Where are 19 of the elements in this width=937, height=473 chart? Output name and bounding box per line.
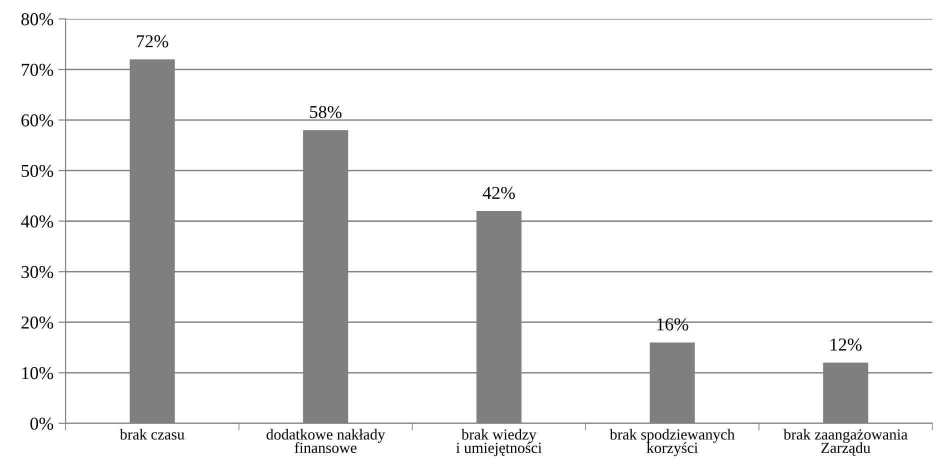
y-tick-label: 0% [30,418,54,430]
data-label: 12% [830,338,862,351]
y-tick-label: 40% [21,215,54,228]
data-label: 42% [482,186,515,200]
y-tick-label: 80% [21,13,54,26]
x-tick-label: dodatkowe nakłady finansowe [266,428,386,454]
y-tick-label: 60% [21,114,54,127]
x-tick-label: brak spodziewanych korzyści [610,428,735,456]
y-tick-label: 20% [21,316,54,329]
x-tick-label: brak zaangażowania Zarządu [784,428,908,456]
x-tick-label: brak czasu [120,428,184,440]
y-tick-label: 30% [22,266,54,278]
y-tick-label: 10% [22,367,54,380]
data-label: 58% [310,106,342,118]
x-tick-label: brak wiedzy i umiejętności [456,428,542,456]
data-label: 72% [136,35,168,48]
y-tick-label: 50% [22,164,54,178]
data-label: 16% [657,318,688,331]
y-tick-label: 70% [22,64,54,76]
